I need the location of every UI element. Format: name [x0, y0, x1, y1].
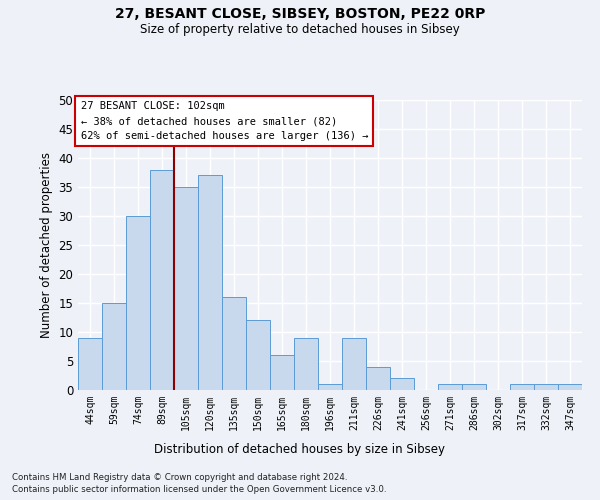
Bar	[102, 303, 126, 390]
Bar	[294, 338, 318, 390]
Bar	[462, 384, 486, 390]
Bar	[78, 338, 102, 390]
Text: Distribution of detached houses by size in Sibsey: Distribution of detached houses by size …	[155, 442, 445, 456]
Y-axis label: Number of detached properties: Number of detached properties	[40, 152, 53, 338]
Text: 27 BESANT CLOSE: 102sqm
← 38% of detached houses are smaller (82)
62% of semi-de: 27 BESANT CLOSE: 102sqm ← 38% of detache…	[80, 102, 368, 141]
Bar	[126, 216, 150, 390]
Bar	[534, 384, 558, 390]
Bar	[510, 384, 534, 390]
Bar	[270, 355, 294, 390]
Bar	[174, 187, 198, 390]
Bar	[150, 170, 174, 390]
Bar	[366, 367, 390, 390]
Text: 27, BESANT CLOSE, SIBSEY, BOSTON, PE22 0RP: 27, BESANT CLOSE, SIBSEY, BOSTON, PE22 0…	[115, 8, 485, 22]
Bar	[198, 176, 222, 390]
Bar	[246, 320, 270, 390]
Text: Contains HM Land Registry data © Crown copyright and database right 2024.: Contains HM Land Registry data © Crown c…	[12, 472, 347, 482]
Bar	[222, 297, 246, 390]
Bar	[558, 384, 582, 390]
Bar	[390, 378, 414, 390]
Text: Contains public sector information licensed under the Open Government Licence v3: Contains public sector information licen…	[12, 485, 386, 494]
Text: Size of property relative to detached houses in Sibsey: Size of property relative to detached ho…	[140, 22, 460, 36]
Bar	[438, 384, 462, 390]
Bar	[342, 338, 366, 390]
Bar	[318, 384, 342, 390]
